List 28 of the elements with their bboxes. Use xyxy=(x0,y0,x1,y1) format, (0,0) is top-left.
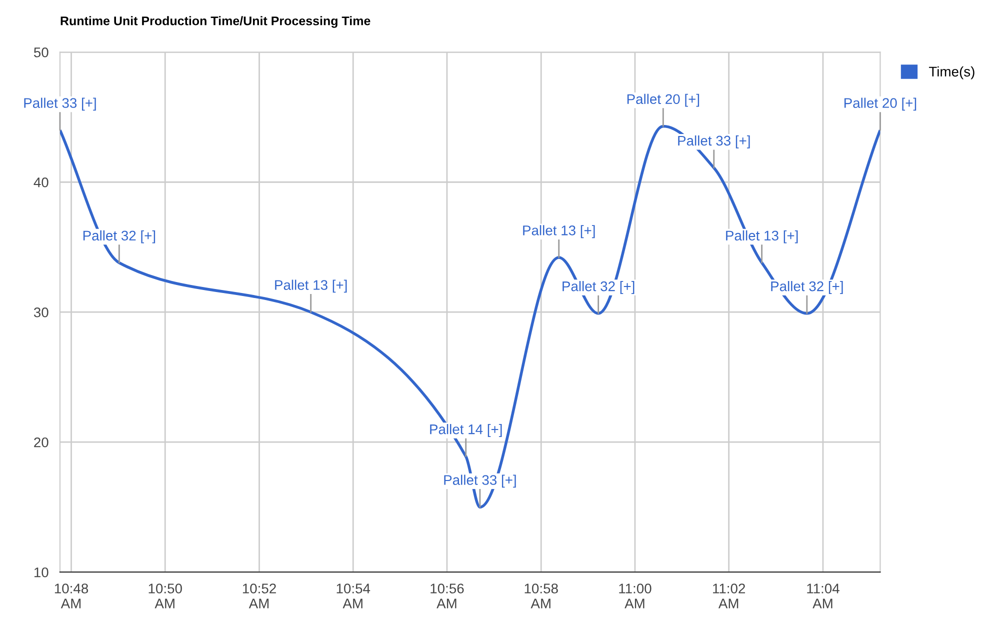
y-tick-label: 50 xyxy=(34,47,48,58)
annotation: Pallet 13 [+] xyxy=(523,225,595,238)
y-tick-label: 30 xyxy=(34,307,48,318)
annotation: Pallet 13 [+] xyxy=(726,230,798,244)
y-tick-label: 40 xyxy=(34,177,48,188)
legend-label: Time(s) xyxy=(928,66,974,80)
annotation: Pallet 20 [+] xyxy=(844,98,916,111)
y-tick-label: 10 xyxy=(34,567,48,578)
annotation: Pallet 14 [+] xyxy=(430,424,502,437)
annotation: Pallet 32 [+] xyxy=(771,281,843,294)
annotation: Pallet 32 [+] xyxy=(562,281,634,294)
x-tick-label: 10:50 AM xyxy=(148,584,182,608)
x-tick-label: 11:02 AM xyxy=(713,584,746,608)
chart-title: Runtime Unit Production Time/Unit Processing Time xyxy=(60,16,370,28)
annotation: Pallet 32 [+] xyxy=(83,230,156,244)
annotation: Pallet 33 [+] xyxy=(24,98,96,111)
x-tick-label: 11:00 AM xyxy=(619,584,652,608)
annotation: Pallet 13 [+] xyxy=(275,280,347,293)
annotation: Pallet 20 [+] xyxy=(627,94,700,107)
x-tick-label: 11:04 AM xyxy=(807,584,840,608)
annotation: Pallet 33 [+] xyxy=(678,135,750,148)
x-tick-label: 10:48 AM xyxy=(54,584,88,608)
x-tick-label: 10:52 AM xyxy=(242,584,276,608)
annotation: Pallet 33 [+] xyxy=(444,474,516,488)
y-tick-label: 20 xyxy=(34,437,48,448)
x-tick-label: 10:58 AM xyxy=(524,584,558,608)
x-tick-label: 10:56 AM xyxy=(430,584,464,608)
x-tick-label: 10:54 AM xyxy=(336,584,370,608)
